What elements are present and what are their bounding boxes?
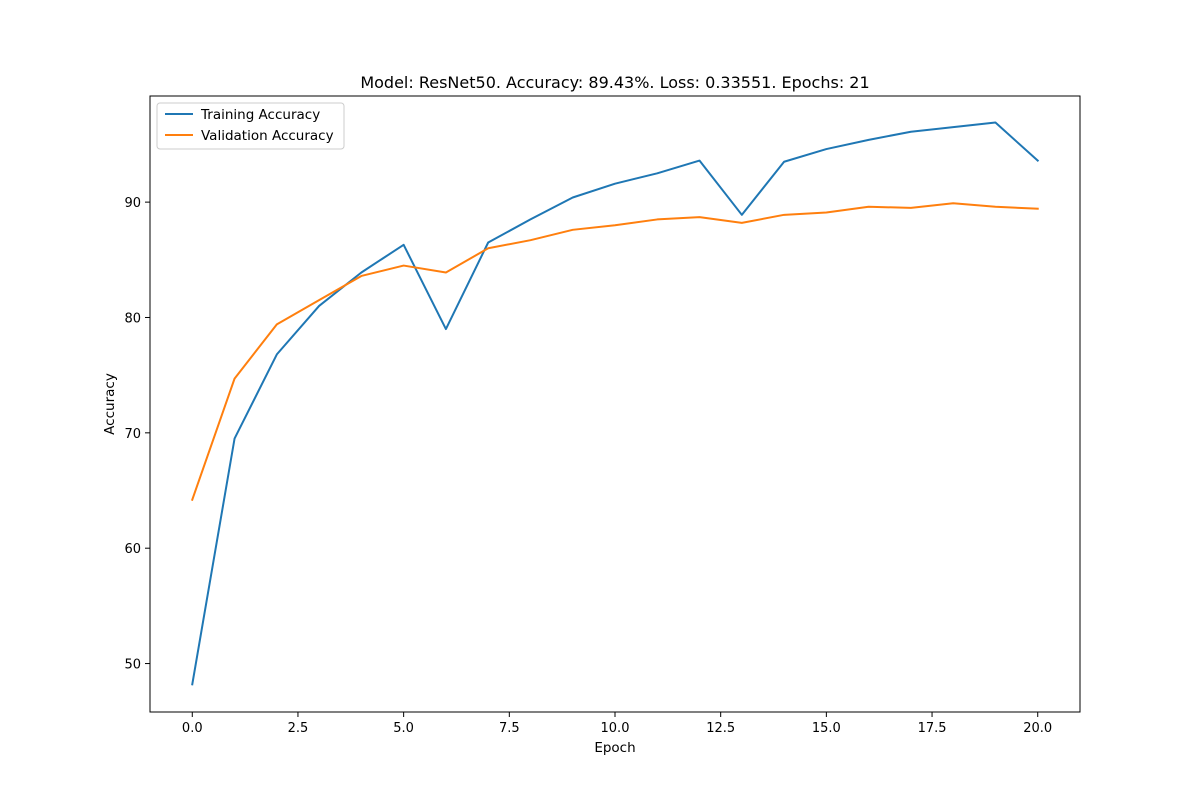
x-tick-label: 15.0 [812,721,841,736]
x-tick-label: 20.0 [1023,721,1052,736]
y-tick-label: 80 [124,311,141,326]
x-tick-label: 2.5 [288,721,309,736]
x-tick-label: 12.5 [706,721,735,736]
x-tick-label: 0.0 [182,721,203,736]
y-tick-label: 60 [124,542,141,557]
chart-title: Model: ResNet50. Accuracy: 89.43%. Loss:… [360,73,869,92]
x-tick-label: 10.0 [601,721,630,736]
y-tick-label: 70 [124,427,141,442]
x-tick-label: 5.0 [393,721,414,736]
x-tick-label: 7.5 [499,721,520,736]
legend-label-training: Training Accuracy [200,107,320,123]
x-tick-label: 17.5 [918,721,947,736]
legend: Training Accuracy Validation Accuracy [157,103,344,149]
y-tick-label: 50 [124,658,141,673]
legend-label-validation: Validation Accuracy [201,128,334,144]
x-axis-label: Epoch [594,740,635,756]
y-tick-label: 90 [124,196,141,211]
y-axis-label: Accuracy [102,373,118,435]
